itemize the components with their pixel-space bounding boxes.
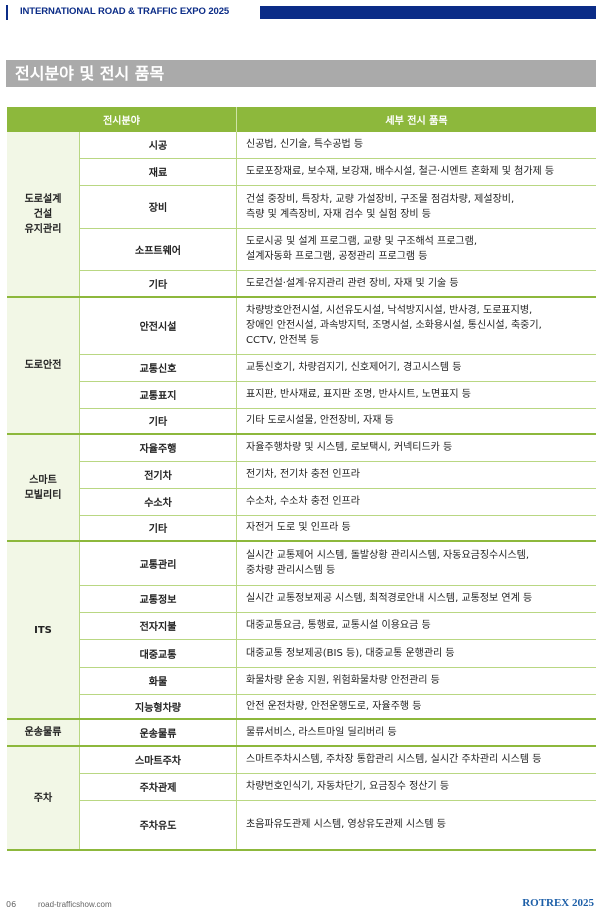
rotrex-logo: ROTREX 2025 xyxy=(522,897,594,909)
subcategory-cell: 소프트웨어 xyxy=(79,228,237,271)
category-cell: ITS xyxy=(7,541,80,720)
expo-title: INTERNATIONAL ROAD & TRAFFIC EXPO 2025 xyxy=(20,6,230,17)
page-number: 06 xyxy=(6,900,17,909)
table-row: 도로안전 안전시설 차량방호안전시설, 시선유도시설, 낙석방지시설, 반사경, 도… xyxy=(7,297,596,435)
table-row: 주차 스마트주차 스마트주차시스템, 주차장 통합관리 시스템, 실시간 주차관리 … xyxy=(7,746,596,851)
subcategory-cell: 교통신호 xyxy=(79,354,237,382)
detail-cell: 도로건설·설계·유지관리 관련 장비, 자재 및 기술 등 xyxy=(236,270,596,298)
detail-cell: 차량번호인식기, 자동차단기, 요금징수 정산기 등 xyxy=(236,773,596,801)
table-row: 운송물류 운송물류 물류서비스, 라스트마일 딜리버리 등 xyxy=(7,719,596,747)
detail-cell: 교통신호기, 차량검지기, 신호제어기, 경고시스템 등 xyxy=(236,354,596,382)
table-row: 대중교통 대중교통 정보제공(BIS 등), 대중교통 운행관리 등 xyxy=(7,639,596,668)
subcategory-cell: 전자지불 xyxy=(79,612,237,640)
subcategory-cell: 운송물류 xyxy=(79,719,237,747)
table-row: 기타 도로건설·설계·유지관리 관련 장비, 자재 및 기술 등 xyxy=(7,270,596,298)
table-row: 주차관제 차량번호인식기, 자동차단기, 요금징수 정산기 등 xyxy=(7,773,596,801)
detail-cell: 수소차, 수소차 충전 인프라 xyxy=(236,488,596,516)
header-bar xyxy=(260,6,596,19)
detail-cell: 물류서비스, 라스트마일 딜리버리 등 xyxy=(236,719,596,747)
detail-cell: 화물차량 운송 지원, 위험화물차량 안전관리 등 xyxy=(236,667,596,695)
subcategory-cell: 재료 xyxy=(79,158,237,186)
column-header-field: 전시분야 xyxy=(7,107,237,132)
detail-cell: 표지판, 반사재료, 표지판 조명, 반사시트, 노면표지 등 xyxy=(236,381,596,409)
detail-cell: 실시간 교통정보제공 시스템, 최적경로안내 시스템, 교통정보 연계 등 xyxy=(236,585,596,613)
table-row: 교통신호 교통신호기, 차량검지기, 신호제어기, 경고시스템 등 xyxy=(7,354,596,382)
table-header: 전시분야 세부 전시 품목 xyxy=(7,107,596,132)
detail-cell: 대중교통 정보제공(BIS 등), 대중교통 운행관리 등 xyxy=(236,639,596,668)
detail-cell: 전기차, 전기차 충전 인프라 xyxy=(236,461,596,489)
exhibit-table: 전시분야 세부 전시 품목 도로설계 건설 유지관리 시공 신공법, 신기술, 특수… xyxy=(7,107,596,851)
detail-cell: 신공법, 신기술, 특수공법 등 xyxy=(236,132,596,159)
subcategory-cell: 기타 xyxy=(79,515,237,542)
detail-cell: 차량방호안전시설, 시선유도시설, 낙석방지시설, 반사경, 도로표지병, 장애… xyxy=(236,297,596,355)
subcategory-cell: 스마트주차 xyxy=(79,746,237,774)
subcategory-cell: 화물 xyxy=(79,667,237,695)
table-row: 기타 기타 도로시설물, 안전장비, 자재 등 xyxy=(7,408,596,435)
detail-cell: 스마트주차시스템, 주차장 통합관리 시스템, 실시간 주차관리 시스템 등 xyxy=(236,746,596,774)
subcategory-cell: 장비 xyxy=(79,185,237,229)
table-row: 소프트웨어 도로시공 및 설계 프로그램, 교량 및 구조해석 프로그램, 설계자… xyxy=(7,228,596,271)
subcategory-cell: 교통관리 xyxy=(79,541,237,586)
table-row: 교통정보 실시간 교통정보제공 시스템, 최적경로안내 시스템, 교통정보 연계 … xyxy=(7,585,596,613)
detail-cell: 초음파유도관제 시스템, 영상유도관제 시스템 등 xyxy=(236,800,596,851)
category-cell: 도로설계 건설 유지관리 xyxy=(7,132,80,298)
table-row: 수소차 수소차, 수소차 충전 인프라 xyxy=(7,488,596,516)
table-row: 재료 도로포장재료, 보수재, 보강재, 배수시설, 철근·시멘트 혼화제 및 첨… xyxy=(7,158,596,186)
subcategory-cell: 지능형차량 xyxy=(79,694,237,720)
detail-cell: 실시간 교통제어 시스템, 돌발상황 관리시스템, 자동요금징수시스템, 중차량… xyxy=(236,541,596,586)
detail-cell: 자전거 도로 및 인프라 등 xyxy=(236,515,596,542)
detail-cell: 안전 운전차량, 안전운행도로, 자율주행 등 xyxy=(236,694,596,720)
category-cell: 스마트 모빌리티 xyxy=(7,434,80,542)
column-header-detail: 세부 전시 품목 xyxy=(236,107,596,132)
detail-cell: 자율주행차량 및 시스템, 로보택시, 커넥티드카 등 xyxy=(236,434,596,462)
subcategory-cell: 교통정보 xyxy=(79,585,237,613)
footer-url: road-trafficshow.com xyxy=(38,900,112,909)
section-title: 전시분야 및 전시 품목 xyxy=(6,60,596,87)
table-row: 주차유도 초음파유도관제 시스템, 영상유도관제 시스템 등 xyxy=(7,800,596,851)
category-cell: 주차 xyxy=(7,746,80,851)
table-row: 지능형차량 안전 운전차량, 안전운행도로, 자율주행 등 xyxy=(7,694,596,720)
subcategory-cell: 기타 xyxy=(79,408,237,435)
table-row: 화물 화물차량 운송 지원, 위험화물차량 안전관리 등 xyxy=(7,667,596,695)
detail-cell: 도로시공 및 설계 프로그램, 교량 및 구조해석 프로그램, 설계자동화 프로… xyxy=(236,228,596,271)
detail-cell: 대중교통요금, 통행료, 교통시설 이용요금 등 xyxy=(236,612,596,640)
subcategory-cell: 주차관제 xyxy=(79,773,237,801)
detail-cell: 기타 도로시설물, 안전장비, 자재 등 xyxy=(236,408,596,435)
category-cell: 운송물류 xyxy=(7,719,80,747)
table-row: 도로설계 건설 유지관리 시공 신공법, 신기술, 특수공법 등 xyxy=(7,132,596,298)
table-row: 기타 자전거 도로 및 인프라 등 xyxy=(7,515,596,542)
table-row: 스마트 모빌리티 자율주행 자율주행차량 및 시스템, 로보택시, 커넥티드카 등 xyxy=(7,434,596,542)
table-row: ITS 교통관리 실시간 교통제어 시스템, 돌발상황 관리시스템, 자동요금징수시… xyxy=(7,541,596,720)
subcategory-cell: 안전시설 xyxy=(79,297,237,355)
table-row: 전기차 전기차, 전기차 충전 인프라 xyxy=(7,461,596,489)
table-row: 전자지불 대중교통요금, 통행료, 교통시설 이용요금 등 xyxy=(7,612,596,640)
table-row: 교통표지 표지판, 반사재료, 표지판 조명, 반사시트, 노면표지 등 xyxy=(7,381,596,409)
subcategory-cell: 전기차 xyxy=(79,461,237,489)
subcategory-cell: 수소차 xyxy=(79,488,237,516)
subcategory-cell: 교통표지 xyxy=(79,381,237,409)
subcategory-cell: 대중교통 xyxy=(79,639,237,668)
header-accent-line xyxy=(6,5,8,20)
table-row: 장비 건설 중장비, 특장차, 교량 가설장비, 구조물 점검차량, 제설장비, … xyxy=(7,185,596,229)
subcategory-cell: 기타 xyxy=(79,270,237,298)
detail-cell: 건설 중장비, 특장차, 교량 가설장비, 구조물 점검차량, 제설장비, 측량… xyxy=(236,185,596,229)
subcategory-cell: 시공 xyxy=(79,132,237,159)
detail-cell: 도로포장재료, 보수재, 보강재, 배수시설, 철근·시멘트 혼화제 및 첨가제… xyxy=(236,158,596,186)
category-cell: 도로안전 xyxy=(7,297,80,435)
subcategory-cell: 자율주행 xyxy=(79,434,237,462)
subcategory-cell: 주차유도 xyxy=(79,800,237,851)
